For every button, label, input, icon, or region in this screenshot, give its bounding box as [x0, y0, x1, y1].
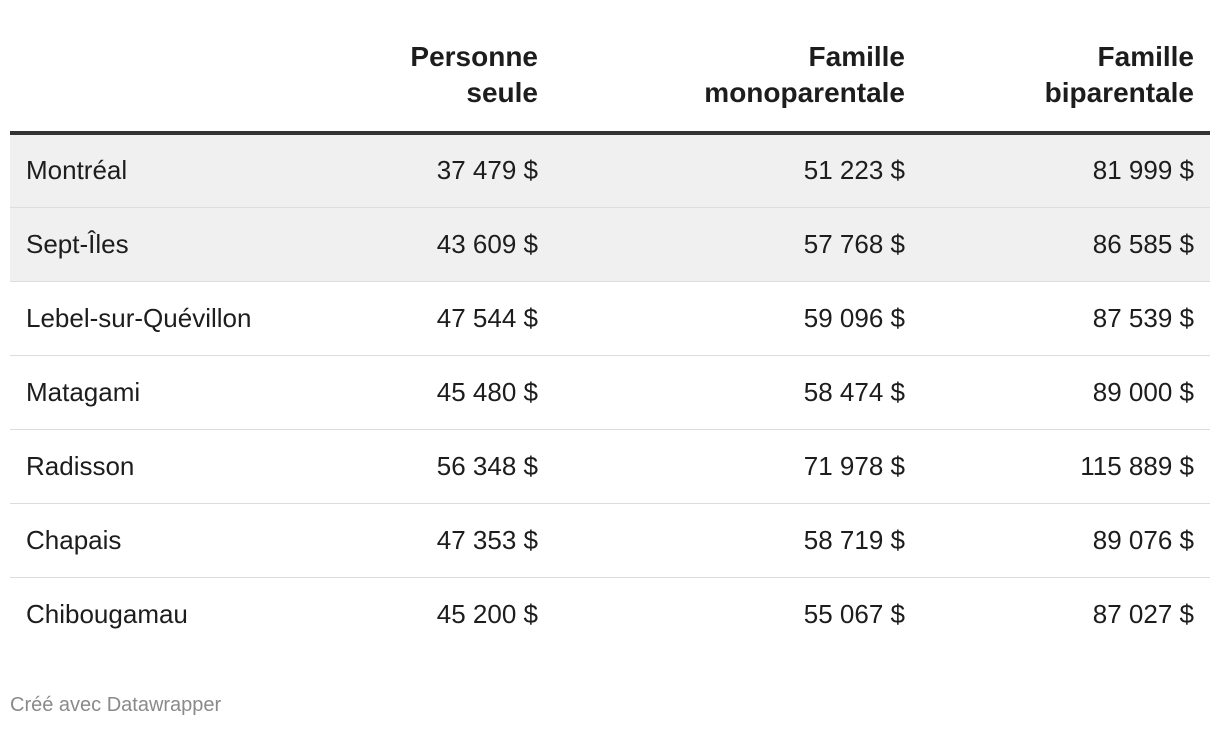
famille-monoparentale-cell: 59 096 $: [554, 281, 921, 356]
table-container: Personne seule Famille monoparentale Fam…: [10, 0, 1210, 651]
table-row: Matagami 45 480 $ 58 474 $ 89 000 $: [10, 355, 1210, 430]
personne-seule-cell: 47 544 $: [310, 281, 554, 356]
table-row: Chibougamau 45 200 $ 55 067 $ 87 027 $: [10, 577, 1210, 651]
column-header-famille-biparentale-line-2: biparentale: [1044, 77, 1194, 108]
famille-biparentale-cell: 89 000 $: [921, 355, 1210, 430]
personne-seule-cell: 43 609 $: [310, 207, 554, 282]
famille-biparentale-cell: 87 027 $: [1092, 598, 1194, 629]
column-header-city: [10, 0, 310, 135]
famille-biparentale-cell: 86 585 $: [921, 207, 1210, 282]
column-header-famille-monoparentale-line-2: monoparentale: [704, 77, 905, 108]
column-header-personne-seule: Personne seule: [310, 0, 554, 135]
table-row: Montréal 37 479 $ 51 223 $ 81 999 $: [10, 133, 1210, 208]
header-row: Personne seule Famille monoparentale Fam…: [10, 0, 1210, 135]
famille-biparentale-cell: 81 999 $: [921, 133, 1210, 208]
city-cell: Chibougamau: [26, 598, 188, 629]
table-row: Lebel-sur-Quévillon 47 544 $ 59 096 $ 87…: [10, 281, 1210, 356]
famille-monoparentale-cell: 58 474 $: [554, 355, 921, 430]
city-cell: Matagami: [10, 355, 310, 430]
personne-seule-cell: 56 348 $: [310, 429, 554, 504]
famille-biparentale-cell: 89 076 $: [921, 503, 1210, 578]
famille-biparentale-cell: 87 539 $: [921, 281, 1210, 356]
table-row: Sept-Îles 43 609 $ 57 768 $ 86 585 $: [10, 207, 1210, 282]
city-cell: Lebel-sur-Quévillon: [10, 281, 310, 356]
personne-seule-cell: 47 353 $: [310, 503, 554, 578]
city-cell: Chapais: [10, 503, 310, 578]
column-header-famille-monoparentale: Famille monoparentale: [554, 0, 921, 135]
famille-biparentale-cell: 115 889 $: [921, 429, 1210, 504]
table-row: Radisson 56 348 $ 71 978 $ 115 889 $: [10, 429, 1210, 504]
city-cell: Montréal: [10, 133, 310, 208]
famille-monoparentale-cell: 57 768 $: [554, 207, 921, 282]
column-header-famille-biparentale-line-1: Famille: [1097, 41, 1194, 72]
personne-seule-cell: 45 200 $: [436, 598, 538, 629]
city-cell: Sept-Îles: [10, 207, 310, 282]
data-table: Personne seule Famille monoparentale Fam…: [10, 0, 1210, 651]
famille-monoparentale-cell: 55 067 $: [803, 598, 905, 629]
famille-monoparentale-cell: 51 223 $: [554, 133, 921, 208]
datawrapper-credit: Créé avec Datawrapper: [10, 694, 222, 716]
column-header-personne-seule-line-1: Personne: [410, 41, 538, 72]
column-header-famille-biparentale: Famille biparentale: [921, 0, 1210, 135]
table-row: Chapais 47 353 $ 58 719 $ 89 076 $: [10, 503, 1210, 578]
column-header-personne-seule-line-2: seule: [466, 77, 538, 108]
personne-seule-cell: 45 480 $: [310, 355, 554, 430]
personne-seule-cell: 37 479 $: [310, 133, 554, 208]
famille-monoparentale-cell: 58 719 $: [554, 503, 921, 578]
famille-monoparentale-cell: 71 978 $: [554, 429, 921, 504]
column-header-famille-monoparentale-line-1: Famille: [808, 41, 905, 72]
city-cell: Radisson: [10, 429, 310, 504]
